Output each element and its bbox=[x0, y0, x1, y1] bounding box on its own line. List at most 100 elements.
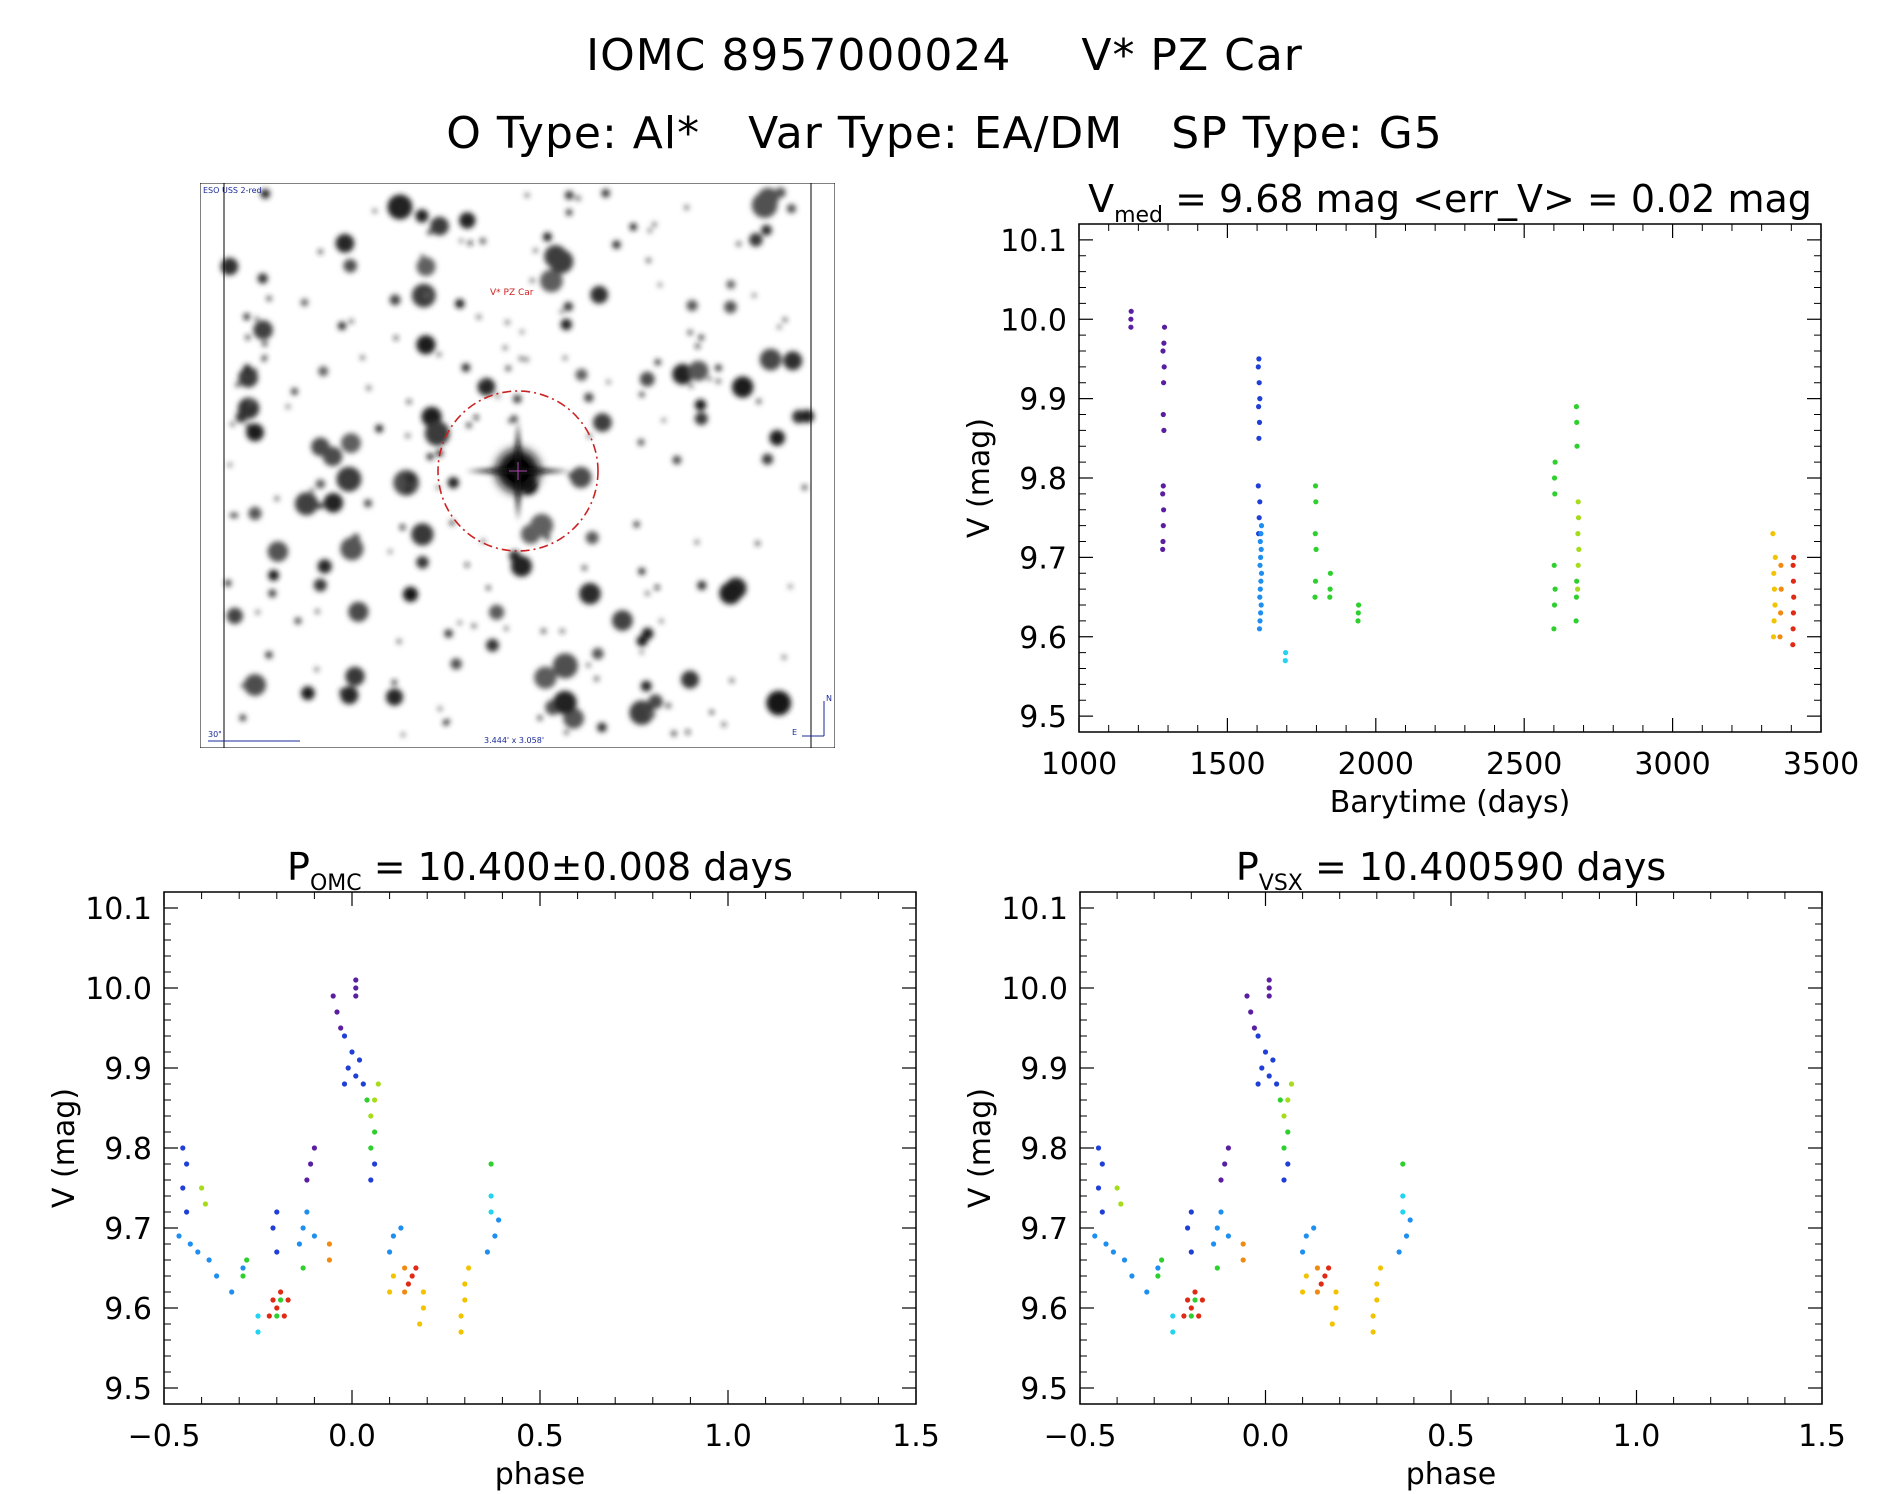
data-point bbox=[278, 1289, 284, 1295]
data-point bbox=[462, 1281, 468, 1287]
data-point bbox=[1551, 562, 1557, 568]
data-point bbox=[1574, 578, 1580, 584]
background-star bbox=[783, 351, 803, 371]
background-star bbox=[729, 678, 734, 683]
background-star bbox=[648, 694, 663, 709]
background-star bbox=[766, 690, 792, 716]
background-star bbox=[612, 610, 633, 631]
background-star bbox=[424, 292, 431, 299]
data-point bbox=[1778, 562, 1784, 568]
background-star bbox=[597, 722, 607, 733]
data-point bbox=[492, 1233, 498, 1239]
x-tick-label: 1.5 bbox=[892, 1419, 940, 1454]
data-point bbox=[214, 1273, 220, 1279]
series-red bbox=[1181, 1265, 1332, 1319]
data-point bbox=[1155, 1273, 1161, 1279]
data-point bbox=[1192, 1297, 1198, 1303]
background-star bbox=[715, 364, 722, 372]
data-point bbox=[1771, 570, 1777, 576]
background-star bbox=[684, 205, 689, 210]
data-point bbox=[1129, 1273, 1135, 1279]
background-star bbox=[224, 579, 232, 587]
data-point bbox=[1258, 554, 1264, 561]
data-point bbox=[240, 1265, 246, 1271]
background-star bbox=[237, 397, 260, 419]
background-star bbox=[366, 385, 371, 391]
plot-title-symbol: P bbox=[1236, 845, 1259, 889]
background-star bbox=[637, 438, 645, 446]
plot-title-text: = 10.400±0.008 days bbox=[362, 845, 793, 889]
data-point bbox=[368, 1177, 374, 1183]
data-point bbox=[496, 1217, 502, 1223]
data-point bbox=[184, 1209, 190, 1215]
background-star bbox=[274, 496, 280, 501]
data-point bbox=[180, 1185, 186, 1191]
background-star bbox=[318, 249, 323, 255]
y-tick-label: 9.9 bbox=[104, 1052, 152, 1087]
data-point bbox=[1259, 1065, 1265, 1071]
data-point bbox=[372, 1129, 378, 1135]
background-star bbox=[340, 537, 364, 561]
background-star bbox=[294, 617, 302, 625]
background-star bbox=[335, 233, 355, 253]
background-star bbox=[245, 335, 251, 340]
data-point bbox=[1322, 1273, 1328, 1279]
data-point bbox=[1161, 507, 1167, 513]
background-star bbox=[564, 730, 569, 735]
background-star bbox=[427, 230, 432, 235]
background-star bbox=[645, 591, 650, 596]
data-point bbox=[1314, 1265, 1320, 1271]
background-star bbox=[654, 585, 660, 590]
background-star bbox=[563, 301, 573, 312]
background-star bbox=[593, 676, 600, 682]
data-point bbox=[341, 1081, 348, 1087]
background-star bbox=[566, 209, 573, 216]
x-tick-label: 1.0 bbox=[704, 1419, 752, 1454]
series-blue bbox=[1255, 356, 1263, 537]
data-point bbox=[1770, 634, 1777, 640]
data-point bbox=[1258, 602, 1264, 608]
star-field bbox=[220, 187, 815, 737]
background-star bbox=[544, 534, 551, 541]
background-star bbox=[337, 321, 347, 331]
background-star bbox=[424, 421, 450, 446]
background-star bbox=[309, 488, 315, 493]
series-dark_violet bbox=[304, 977, 359, 1183]
background-star bbox=[715, 378, 721, 384]
data-point bbox=[1283, 650, 1289, 656]
background-star bbox=[411, 283, 436, 308]
data-point bbox=[1403, 1233, 1410, 1239]
data-point bbox=[353, 977, 359, 983]
background-star bbox=[530, 513, 554, 537]
background-star bbox=[230, 422, 235, 427]
background-star bbox=[447, 477, 459, 489]
data-point bbox=[387, 1289, 393, 1295]
data-point bbox=[195, 1249, 201, 1255]
data-point bbox=[296, 1241, 302, 1247]
y-tick-label: 9.9 bbox=[1020, 1052, 1068, 1087]
background-star bbox=[665, 702, 672, 709]
data-point bbox=[1318, 1281, 1324, 1287]
background-star bbox=[592, 647, 604, 660]
data-point bbox=[387, 1249, 393, 1255]
data-point bbox=[1574, 443, 1580, 449]
background-star bbox=[657, 282, 662, 287]
data-point bbox=[1258, 546, 1264, 553]
x-axis-label: phase bbox=[495, 1457, 586, 1492]
data-point bbox=[255, 1313, 261, 1319]
background-star bbox=[777, 325, 782, 329]
background-star bbox=[450, 658, 462, 670]
data-point bbox=[1288, 1081, 1295, 1087]
data-point bbox=[1573, 404, 1579, 410]
background-star bbox=[314, 667, 319, 672]
plot-title-symbol: V bbox=[1088, 177, 1114, 221]
background-star bbox=[505, 365, 512, 372]
data-point bbox=[1266, 993, 1272, 999]
data-point bbox=[1281, 1145, 1287, 1151]
background-star bbox=[552, 653, 578, 679]
data-point bbox=[1791, 554, 1797, 561]
background-star bbox=[689, 383, 693, 388]
data-point bbox=[1552, 459, 1558, 465]
background-star bbox=[388, 549, 393, 554]
series-yellowgreen bbox=[199, 1081, 381, 1207]
